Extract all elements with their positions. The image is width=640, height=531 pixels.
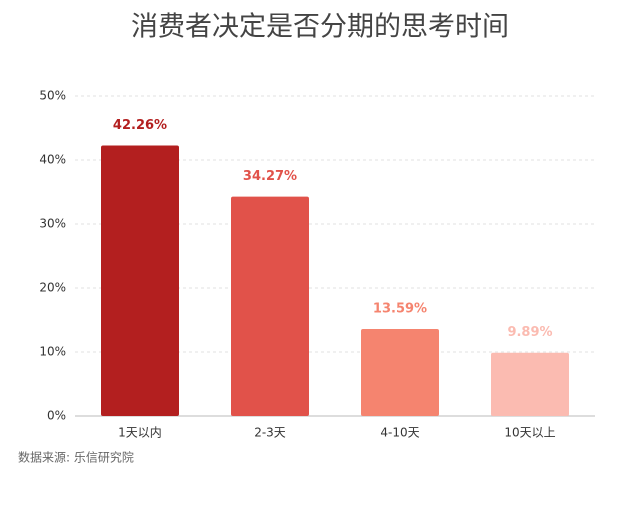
bar — [231, 196, 309, 416]
y-tick-label: 10% — [39, 345, 66, 359]
source-note: 数据来源: 乐信研究院 — [18, 450, 134, 465]
bar — [491, 352, 569, 416]
chart-title: 消费者决定是否分期的思考时间 — [131, 12, 509, 43]
value-label: 13.59% — [373, 302, 427, 317]
y-tick-label: 20% — [39, 281, 66, 295]
bar — [101, 145, 179, 416]
value-label: 9.89% — [507, 325, 552, 340]
y-tick-label: 30% — [39, 217, 66, 231]
y-tick-label: 40% — [39, 153, 66, 167]
x-tick-label: 2-3天 — [254, 426, 286, 440]
x-tick-label: 10天以上 — [504, 426, 555, 440]
x-tick-label: 4-10天 — [380, 426, 419, 440]
x-tick-label: 1天以内 — [118, 426, 162, 440]
y-tick-label: 0% — [47, 409, 66, 423]
value-label: 34.27% — [243, 169, 297, 184]
value-label: 42.26% — [113, 118, 167, 133]
y-tick-label: 50% — [39, 89, 66, 103]
bar — [361, 329, 439, 416]
